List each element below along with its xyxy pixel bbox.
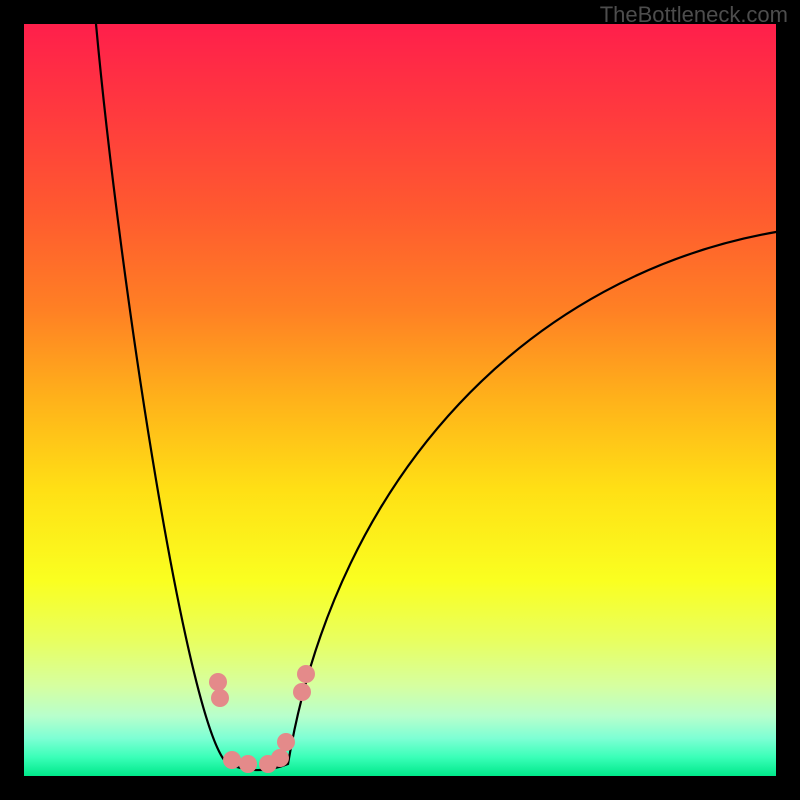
- gradient-background: [24, 24, 776, 776]
- data-marker: [293, 683, 311, 701]
- data-marker: [223, 751, 241, 769]
- data-marker: [297, 665, 315, 683]
- data-marker: [239, 755, 257, 773]
- data-marker: [277, 733, 295, 751]
- data-marker: [271, 749, 289, 767]
- data-marker: [209, 673, 227, 691]
- data-marker: [211, 689, 229, 707]
- watermark-text: TheBottleneck.com: [600, 2, 788, 28]
- bottleneck-chart: [0, 0, 800, 800]
- chart-frame: TheBottleneck.com: [0, 0, 800, 800]
